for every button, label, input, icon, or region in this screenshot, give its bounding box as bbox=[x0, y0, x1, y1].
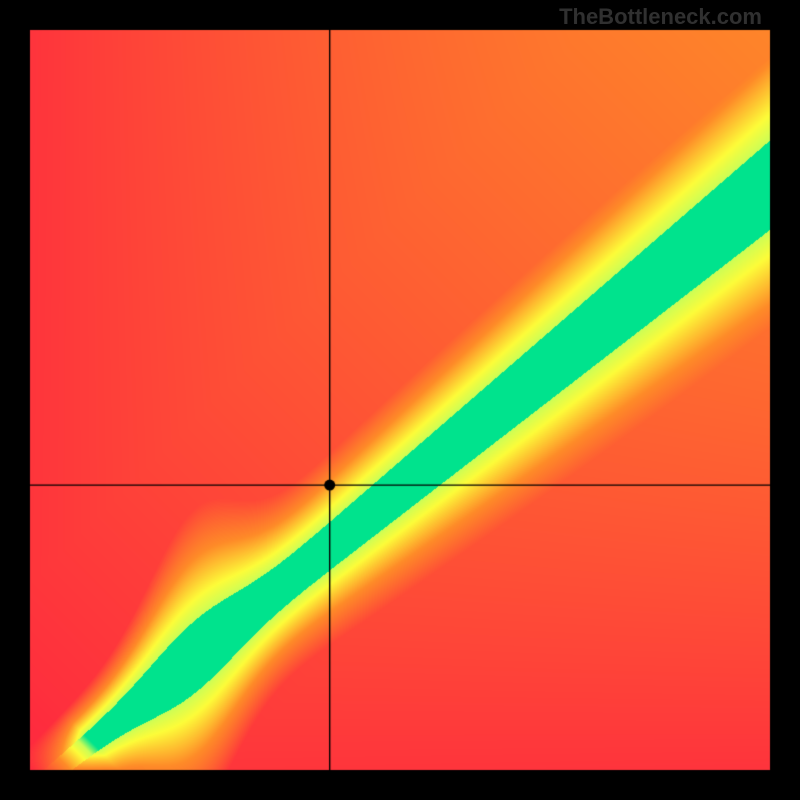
watermark-text: TheBottleneck.com bbox=[559, 4, 762, 30]
chart-container: { "watermark": { "text": "TheBottleneck.… bbox=[0, 0, 800, 800]
heatmap-canvas bbox=[0, 0, 800, 800]
